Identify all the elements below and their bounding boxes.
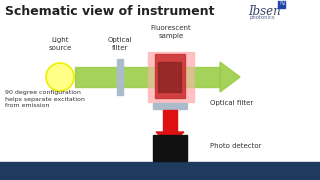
Bar bbox=[153, 135, 187, 161]
Polygon shape bbox=[156, 132, 184, 144]
Bar bbox=[148, 67, 194, 87]
Text: Optical
filter: Optical filter bbox=[108, 37, 132, 51]
Text: Schematic view of instrument: Schematic view of instrument bbox=[5, 5, 214, 18]
Bar bbox=[75, 67, 220, 87]
Text: Light
source: Light source bbox=[48, 37, 72, 51]
Bar bbox=[158, 62, 181, 92]
Text: Optical filter: Optical filter bbox=[210, 100, 253, 106]
Bar bbox=[155, 54, 185, 98]
Bar bbox=[278, 1, 285, 8]
Bar bbox=[0, 162, 320, 180]
Text: ℕ: ℕ bbox=[279, 1, 284, 6]
Polygon shape bbox=[163, 110, 177, 132]
Text: Photo detector: Photo detector bbox=[210, 143, 261, 149]
Bar bbox=[148, 52, 194, 102]
Bar bbox=[153, 103, 187, 109]
Bar bbox=[117, 59, 123, 95]
Text: Fluorescent
sample: Fluorescent sample bbox=[151, 25, 191, 39]
Text: Ibsen: Ibsen bbox=[248, 5, 281, 18]
Text: 90 degree configuration
helps separate excitation
from emission: 90 degree configuration helps separate e… bbox=[5, 90, 85, 108]
Circle shape bbox=[46, 63, 74, 91]
Text: photonics: photonics bbox=[250, 15, 276, 20]
Polygon shape bbox=[220, 62, 240, 92]
